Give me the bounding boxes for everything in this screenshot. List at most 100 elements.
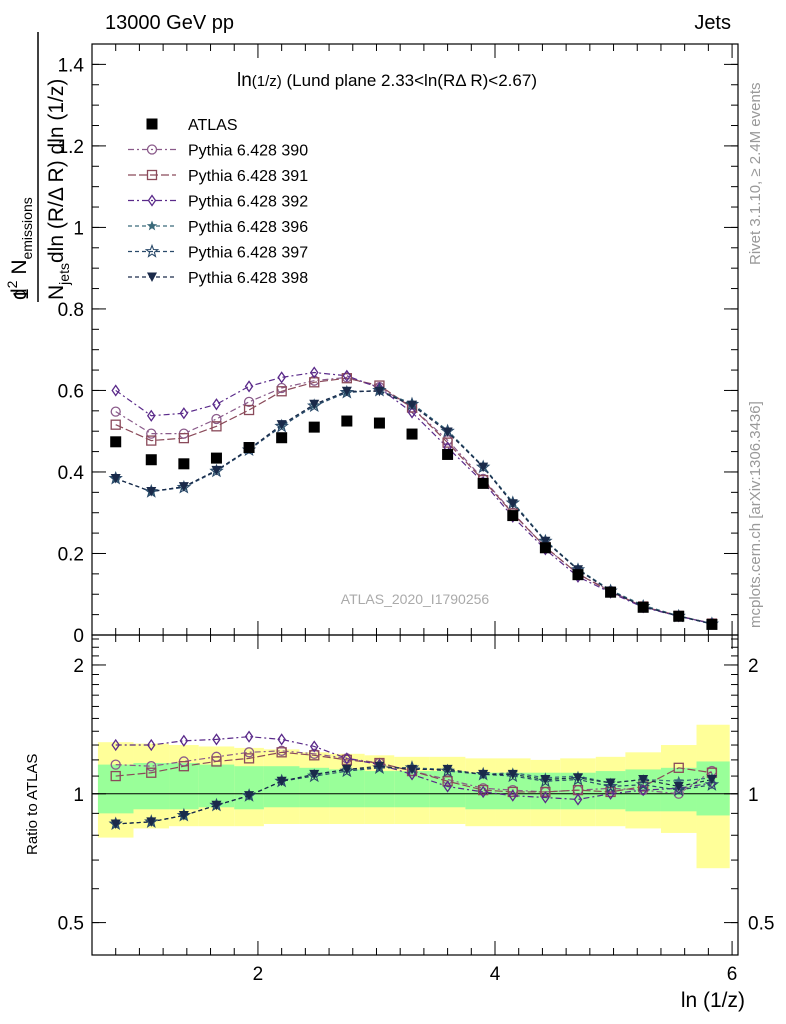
ylabel-emissions: emissions <box>19 197 35 259</box>
series-point <box>442 427 453 438</box>
legend: ATLAS Pythia 6.428 390 Pythia 6.428 391 Pyt… <box>128 117 308 287</box>
ratio-ytick-label: 2 <box>73 656 84 677</box>
series-point <box>309 366 319 379</box>
atlas-point <box>145 454 157 466</box>
ratio-point <box>442 764 453 775</box>
legend-label: Pythia 6.428 397 <box>188 245 308 262</box>
ratio-point <box>407 768 417 781</box>
legend-marker <box>147 194 157 207</box>
ratio-point <box>342 752 352 765</box>
ratio-point <box>146 817 157 827</box>
series-point <box>276 386 287 397</box>
ratio-point <box>673 762 684 773</box>
main-ytick-label: 0.4 <box>58 463 85 484</box>
series-point <box>110 473 121 484</box>
series-point <box>243 404 255 416</box>
ratio-point <box>704 777 720 791</box>
ratio-point <box>276 747 287 758</box>
series-point <box>277 371 286 384</box>
legend-marker <box>144 243 160 258</box>
atlas-point <box>507 510 519 522</box>
series-point <box>211 465 222 476</box>
main-series <box>108 366 720 631</box>
ratio-point <box>540 774 551 785</box>
legend-label: Pythia 6.428 390 <box>188 143 308 160</box>
main-ytick-label: 0.6 <box>58 381 84 402</box>
series-point <box>341 386 352 397</box>
ratio-point <box>211 756 222 767</box>
series-point <box>276 420 287 430</box>
series-point <box>146 487 157 497</box>
ratio-point <box>507 786 518 798</box>
series-line <box>115 389 713 625</box>
ratio-ytick-label: 0.5 <box>58 914 84 935</box>
ratio-point <box>179 734 189 747</box>
series-point <box>146 409 156 422</box>
series-point <box>178 432 190 444</box>
ratio-point <box>540 786 551 798</box>
atlas-point <box>373 417 385 429</box>
ratio-point <box>146 738 156 752</box>
ratio-series <box>108 730 720 831</box>
title-arg: (1/z) <box>252 73 282 90</box>
band-inner-bin <box>329 769 365 808</box>
ylabel-sq: 2 <box>4 280 20 288</box>
ratio-point <box>110 770 121 782</box>
atlas-point <box>572 569 584 581</box>
atlas-point <box>341 415 353 427</box>
series-point <box>178 482 189 492</box>
series-line <box>115 389 713 625</box>
series-point <box>540 536 551 547</box>
legend-label: ATLAS <box>188 117 238 134</box>
series-point <box>211 413 222 425</box>
ratio-frame <box>91 634 739 956</box>
series-point <box>244 380 254 393</box>
ylabel-jets: jets <box>56 263 72 286</box>
ylabel-dln: dln (R/Δ R) dln (1/z) <box>45 79 68 263</box>
series-point <box>146 435 157 446</box>
xlabel: ln (1/z) <box>681 989 745 1012</box>
atlas-point <box>637 601 649 613</box>
ratio-point <box>341 764 352 775</box>
band-inner-bin <box>394 771 430 808</box>
atlas-point <box>539 542 551 554</box>
atlas-point <box>178 458 190 470</box>
main-ytick-label: 1 <box>73 218 84 239</box>
main-ytick-label: 0.8 <box>58 300 84 321</box>
ratio-ytick-label-right: 2 <box>748 656 759 677</box>
ratio-point <box>309 740 319 753</box>
ratio-point <box>673 781 684 792</box>
title-ln: ln <box>237 70 252 91</box>
series-point <box>341 373 352 384</box>
atlas-point <box>673 610 685 622</box>
mcplots-label: mcplots.cern.ch [arXiv:1306.3436] <box>747 401 764 628</box>
legend-label: Pythia 6.428 398 <box>188 270 308 287</box>
series-point <box>407 400 418 411</box>
ratio-point <box>508 789 518 802</box>
atlas-point <box>243 442 255 454</box>
ratio-point <box>572 773 583 783</box>
ratio-point <box>541 791 550 804</box>
plot-frames: 0 0.2 0.4 0.6 0.8 1 1.2 1.4 2 4 6 0.5 0.5 1 1 2 2 <box>58 43 774 985</box>
rivet-label: Rivet 3.1.10, ≥ 2.4M events <box>747 83 764 266</box>
series-point <box>478 462 489 473</box>
ratio-ytick-label-right: 1 <box>748 785 759 806</box>
ratio-point <box>507 769 518 780</box>
legend-marker <box>146 118 158 130</box>
ratio-point <box>478 785 488 799</box>
ratio-point <box>244 791 255 801</box>
atlas-point <box>308 421 320 433</box>
ratio-point <box>277 733 286 746</box>
ratio-point <box>673 775 684 786</box>
series-point <box>146 428 157 439</box>
series-point <box>179 407 189 420</box>
legend-marker <box>146 169 158 181</box>
band-inner-bin <box>364 771 395 808</box>
ratio-point <box>110 759 121 770</box>
ratio-point <box>638 774 649 785</box>
ratio-point <box>178 761 190 772</box>
ylabel-d2: d <box>8 288 31 300</box>
legend-marker <box>146 220 158 231</box>
ratio-point <box>442 776 453 787</box>
ratio-point <box>146 767 157 778</box>
